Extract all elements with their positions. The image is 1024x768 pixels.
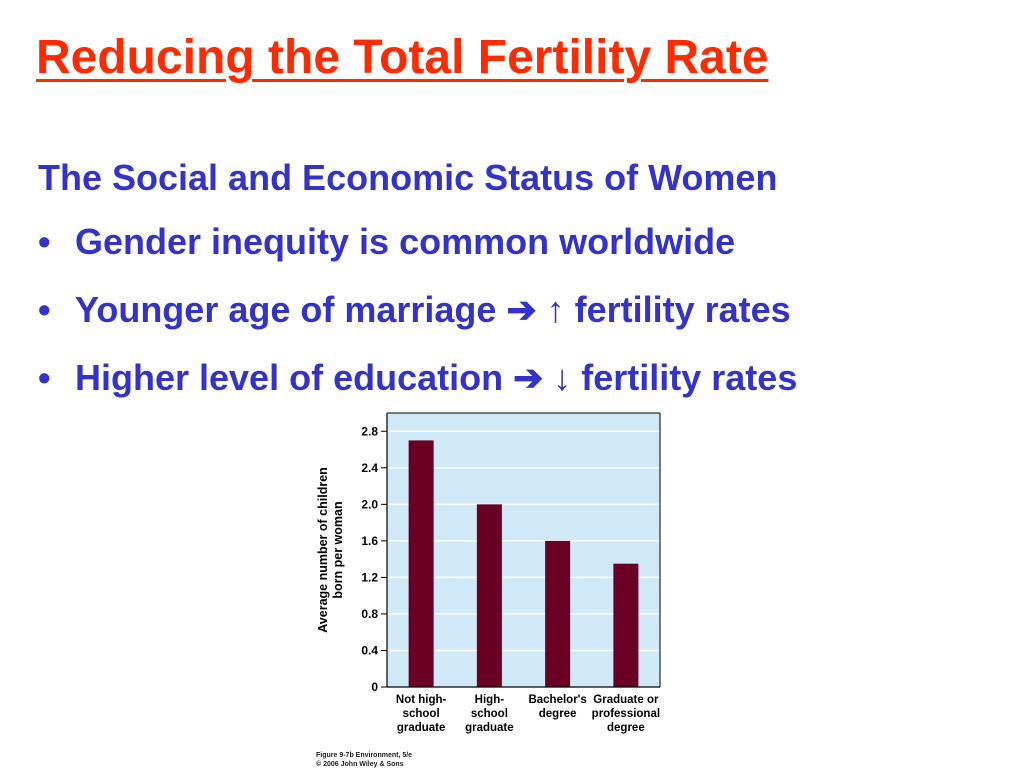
y-tick-label: 2.4 xyxy=(361,461,378,475)
bullet-marker: • xyxy=(38,289,51,330)
bar xyxy=(476,504,502,687)
bar-chart: 0 0.4 0.8 1.2 1.6 2.0 2.4 2.8 Not high-school gra… xyxy=(316,412,661,734)
bullet-text: Younger age of marriage ➔ ↑ fertility ra… xyxy=(75,289,791,330)
bar xyxy=(408,440,434,687)
y-tick-label: 1.6 xyxy=(361,534,378,548)
bullet-item: • Higher level of education ➔ ↓ fertilit… xyxy=(38,356,797,424)
bullet-item: • Gender inequity is common worldwide xyxy=(38,220,797,288)
y-tick-label: 0 xyxy=(371,680,378,694)
bullet-text: Gender inequity is common worldwide xyxy=(75,221,736,262)
slide-title: Reducing the Total Fertility Rate xyxy=(36,31,769,84)
y-tick-label: 1.2 xyxy=(361,570,378,584)
y-axis-label: Average number of childrenborn per woman xyxy=(316,467,345,633)
y-tick-label: 2.8 xyxy=(361,424,378,438)
figure-credit-line: Figure 9-7b Environment, 5/e xyxy=(316,752,413,759)
x-category-label: High-school graduate xyxy=(465,694,514,734)
bullet-item: • Younger age of marriage ➔ ↑ fertility … xyxy=(38,288,797,356)
y-tick-label: 0.4 xyxy=(361,643,378,657)
figure-credit: Figure 9-7b Environment, 5/e © 2006 John… xyxy=(316,751,412,768)
x-category-label: Graduate or professional degree xyxy=(592,694,660,734)
x-category-label: Bachelor's degree xyxy=(528,694,586,720)
slide-subheading: The Social and Economic Status of Women xyxy=(38,157,778,198)
bar xyxy=(613,563,639,687)
figure-credit-line: © 2006 John Wiley & Sons xyxy=(316,761,404,768)
bullet-text: Higher level of education ➔ ↓ fertility … xyxy=(75,357,798,398)
y-tick-label: 2.0 xyxy=(361,497,378,511)
education-fertility-chart: 0 0.4 0.8 1.2 1.6 2.0 2.4 2.8 Not high-school gra… xyxy=(300,405,700,768)
y-tick-label: 0.8 xyxy=(361,607,378,621)
bullet-marker: • xyxy=(38,221,51,262)
x-category-label: Not high-school graduate xyxy=(396,694,447,734)
bullet-list: • Gender inequity is common worldwide • … xyxy=(38,220,797,424)
bullet-marker: • xyxy=(38,357,51,398)
bar xyxy=(545,540,571,687)
